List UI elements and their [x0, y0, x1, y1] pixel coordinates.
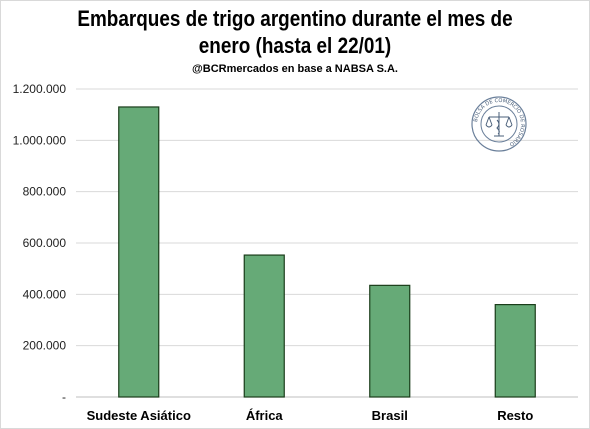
- x-axis-ticks: Sudeste Asiático África Brasil Resto: [87, 408, 534, 423]
- y-tick-label: 1.200.000: [13, 82, 67, 96]
- x-tick-label: Resto: [497, 408, 533, 423]
- y-axis-ticks: - 200.000 400.000 600.000 800.000 1.000.000 1.…: [13, 82, 67, 404]
- y-tick-label: -: [62, 390, 66, 404]
- bars: [118, 106, 536, 398]
- x-tick-label: Brasil: [372, 408, 408, 423]
- x-tick-label: Sudeste Asiático: [87, 408, 191, 423]
- bcr-logo-icon: BOLSA DE COMERCIO DE ROSARIO: [471, 96, 527, 152]
- bar--frica: [243, 254, 285, 398]
- x-tick-label: África: [246, 408, 284, 423]
- chart-title-line-1: Embarques de trigo argentino durante el …: [77, 6, 513, 31]
- chart-title-line-2: enero (hasta el 22/01): [198, 33, 392, 58]
- y-tick-label: 1.000.000: [13, 133, 67, 147]
- y-tick-label: 400.000: [23, 287, 67, 301]
- gridlines: [76, 88, 578, 398]
- bar-brasil: [369, 284, 411, 398]
- bar-resto: [494, 304, 536, 398]
- y-tick-label: 600.000: [23, 236, 67, 250]
- y-tick-label: 200.000: [23, 339, 67, 353]
- y-tick-label: 800.000: [23, 185, 67, 199]
- chart-subtitle: @BCRmercados en base a NABSA S.A.: [192, 63, 398, 75]
- bar-sudeste-asi-tico: [118, 106, 160, 398]
